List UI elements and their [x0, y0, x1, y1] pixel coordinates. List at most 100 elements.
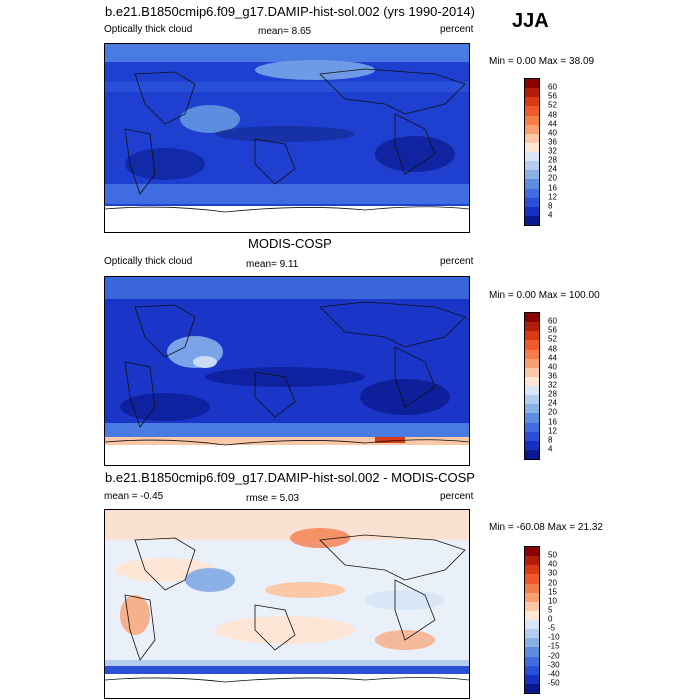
- colorbar-tick-label: 16: [548, 417, 557, 426]
- colorbar-tick-label: 60: [548, 82, 557, 92]
- colorbar-swatch: [525, 349, 539, 359]
- panel-2-title: MODIS-COSP: [248, 236, 332, 251]
- colorbar-tick-label: 32: [548, 146, 557, 156]
- colorbar-swatch: [525, 422, 539, 432]
- panel-1-mean-label: mean= 8.65: [258, 26, 312, 37]
- colorbar-tick-label: 56: [548, 91, 557, 101]
- colorbar-tick-label: 40: [548, 559, 557, 569]
- colorbar-tick-label: -40: [548, 669, 560, 679]
- colorbar-tick-label: 52: [548, 100, 557, 110]
- colorbar-swatch: [525, 395, 539, 405]
- colorbar-swatch: [525, 133, 539, 143]
- panel-3-mean-label: mean = -0.45: [104, 491, 164, 502]
- panel-1-map: [104, 43, 470, 233]
- colorbar-tick-label: 12: [548, 192, 557, 202]
- panel-1-range-label: Min = 0.00 Max = 38.09: [489, 56, 595, 67]
- colorbar-tick-label: 20: [548, 407, 557, 417]
- colorbar-swatch: [525, 674, 539, 684]
- panel-1-title: b.e21.B1850cmip6.f09_g17.DAMIP-hist-sol.…: [105, 4, 475, 19]
- colorbar-swatch: [525, 331, 539, 341]
- colorbar-tick-label: 20: [548, 173, 557, 183]
- colorbar-tick-label: 24: [548, 164, 557, 174]
- colorbar-tick-label: 40: [548, 362, 557, 372]
- panel-3-map-field: [105, 510, 469, 698]
- colorbar-tick-label: -10: [548, 632, 560, 642]
- colorbar-swatch: [525, 142, 539, 152]
- colorbar-tick-label: 40: [548, 128, 557, 138]
- colorbar-tick-label: 20: [548, 578, 557, 587]
- colorbar-tick-label: 12: [548, 426, 557, 436]
- colorbar-tick-label: 4: [548, 444, 553, 454]
- colorbar-tick-label: 36: [548, 371, 557, 381]
- colorbar-swatch: [525, 592, 539, 602]
- panel-2-units-label: percent: [440, 256, 474, 267]
- colorbar-swatch: [525, 449, 539, 459]
- colorbar-swatch: [525, 215, 539, 225]
- colorbar-tick-label: 48: [548, 344, 557, 353]
- panel-3-range-label: Min = -60.08 Max = 21.32: [489, 522, 603, 533]
- colorbar-tick-label: 5: [548, 605, 553, 615]
- colorbar-swatch: [525, 97, 539, 107]
- colorbar-swatch: [525, 386, 539, 396]
- colorbar-swatch: [525, 638, 539, 648]
- colorbar-swatch: [525, 404, 539, 414]
- panel-1-map-field: [105, 44, 469, 232]
- colorbar-tick-label: 50: [548, 550, 557, 560]
- colorbar-tick-label: 60: [548, 316, 557, 326]
- colorbar-swatch: [525, 79, 539, 89]
- colorbar-swatch: [525, 376, 539, 386]
- colorbar-swatch: [525, 656, 539, 666]
- panel-1-variable-label: Optically thick cloud: [104, 24, 193, 35]
- panel-2-range-label: Min = 0.00 Max = 100.00: [489, 290, 600, 301]
- colorbar-tick-label: 8: [548, 435, 553, 445]
- colorbar-tick-label: 56: [548, 325, 557, 335]
- colorbar-swatch: [525, 106, 539, 116]
- colorbar-tick-label: 15: [548, 587, 557, 597]
- colorbar-tick-label: -5: [548, 623, 556, 633]
- panel-1-units-label: percent: [440, 24, 474, 35]
- colorbar-swatch: [525, 413, 539, 423]
- colorbar-tick-label: 30: [548, 568, 557, 578]
- colorbar-swatch: [525, 556, 539, 566]
- colorbar-tick-label: -30: [548, 660, 560, 670]
- panel-2-map: [104, 276, 470, 466]
- colorbar-swatch: [525, 188, 539, 198]
- colorbar-swatch: [525, 629, 539, 639]
- colorbar-tick-label: 32: [548, 380, 557, 390]
- colorbar-swatch: [525, 431, 539, 441]
- colorbar-swatch: [525, 152, 539, 162]
- colorbar-swatch: [525, 358, 539, 368]
- colorbar-swatch: [525, 574, 539, 584]
- colorbar-swatch: [525, 665, 539, 675]
- colorbar-swatch: [525, 124, 539, 134]
- panel-2-variable-label: Optically thick cloud: [104, 256, 193, 267]
- colorbar-swatch: [525, 206, 539, 216]
- colorbar-swatch: [525, 610, 539, 620]
- colorbar-tick-label: 28: [548, 155, 557, 165]
- colorbar-tick-label: -15: [548, 641, 560, 651]
- colorbar-swatch: [525, 601, 539, 611]
- colorbar-tick-label: 16: [548, 183, 557, 192]
- colorbar-tick-label: 8: [548, 201, 553, 211]
- colorbar-swatch: [525, 170, 539, 180]
- panel-3-units-label: percent: [440, 491, 474, 502]
- colorbar-tick-label: 10: [548, 596, 557, 606]
- colorbar-swatch: [525, 367, 539, 377]
- panel-3-colorbar: [524, 546, 540, 694]
- panel-3-map: [104, 509, 470, 699]
- colorbar-swatch: [525, 161, 539, 171]
- colorbar-tick-label: 0: [548, 614, 553, 624]
- colorbar-tick-label: 24: [548, 398, 557, 408]
- season-label: JJA: [512, 10, 549, 32]
- colorbar-tick-label: 28: [548, 389, 557, 399]
- panel-2-mean-label: mean= 9.11: [246, 259, 299, 270]
- colorbar-swatch: [525, 565, 539, 575]
- colorbar-tick-label: 4: [548, 210, 553, 220]
- colorbar-swatch: [525, 197, 539, 207]
- colorbar-swatch: [525, 583, 539, 593]
- panel-3-title: b.e21.B1850cmip6.f09_g17.DAMIP-hist-sol.…: [105, 470, 475, 485]
- colorbar-swatch: [525, 547, 539, 557]
- colorbar-tick-label: 44: [548, 119, 557, 129]
- panel-1-colorbar: [524, 78, 540, 226]
- colorbar-swatch: [525, 340, 539, 350]
